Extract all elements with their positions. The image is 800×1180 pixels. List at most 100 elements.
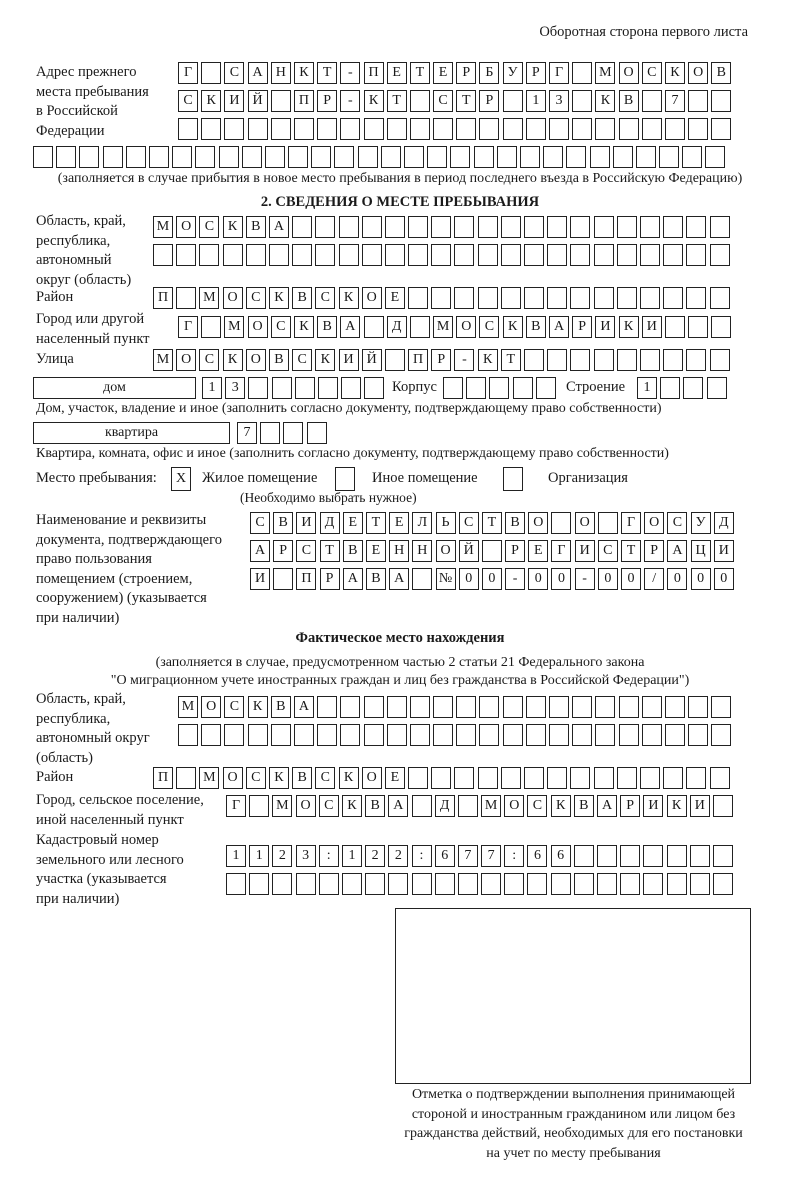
char-cell[interactable]: - xyxy=(340,90,361,112)
char-cell[interactable] xyxy=(688,90,709,112)
char-cell[interactable]: С xyxy=(433,90,454,112)
char-cell[interactable]: - xyxy=(505,568,526,590)
char-cell[interactable]: В xyxy=(317,316,338,338)
char-cell[interactable] xyxy=(315,244,336,266)
char-cell[interactable]: Е xyxy=(384,767,405,789)
char-cell[interactable]: Т xyxy=(456,90,477,112)
char-cell[interactable]: П xyxy=(153,767,173,789)
char-cell[interactable]: А xyxy=(268,216,289,238)
char-cell[interactable] xyxy=(688,724,709,746)
char-cell[interactable] xyxy=(572,118,593,140)
char-cell[interactable] xyxy=(620,845,641,867)
char-cell[interactable]: О xyxy=(435,540,456,562)
char-cell[interactable]: С xyxy=(597,540,618,562)
char-cell[interactable]: А xyxy=(667,540,688,562)
char-cell[interactable] xyxy=(612,146,633,168)
char-cell[interactable]: Е xyxy=(342,512,363,534)
char-cell[interactable] xyxy=(659,146,680,168)
char-cell[interactable] xyxy=(709,287,730,309)
char-cell[interactable] xyxy=(408,244,429,266)
char-cell[interactable] xyxy=(593,767,614,789)
char-cell[interactable]: Г xyxy=(549,62,569,84)
char-cell[interactable] xyxy=(409,696,430,718)
char-cell[interactable] xyxy=(408,216,429,238)
char-cell[interactable]: Р xyxy=(620,795,641,817)
char-cell[interactable] xyxy=(306,422,327,444)
char-cell[interactable]: Т xyxy=(500,349,521,371)
char-cell[interactable] xyxy=(148,146,169,168)
char-cell[interactable] xyxy=(570,767,591,789)
char-cell[interactable] xyxy=(663,244,684,266)
char-cell[interactable]: : xyxy=(318,845,339,867)
char-cell[interactable]: Д xyxy=(434,795,455,817)
char-cell[interactable] xyxy=(273,568,294,590)
char-cell[interactable] xyxy=(660,377,681,399)
char-cell[interactable] xyxy=(500,216,521,238)
char-cell[interactable] xyxy=(597,873,617,895)
char-cell[interactable] xyxy=(641,90,662,112)
char-cell[interactable] xyxy=(338,216,359,238)
char-cell[interactable]: Д xyxy=(713,512,734,534)
char-cell[interactable] xyxy=(595,118,616,140)
char-cell[interactable]: К xyxy=(293,62,314,84)
char-cell[interactable]: Н xyxy=(412,540,433,562)
char-cell[interactable] xyxy=(689,845,710,867)
char-cell[interactable]: А xyxy=(388,795,409,817)
char-cell[interactable]: О xyxy=(528,512,549,534)
char-cell[interactable]: 1 xyxy=(226,845,246,867)
char-cell[interactable] xyxy=(357,146,378,168)
char-cell[interactable]: И xyxy=(643,795,664,817)
char-cell[interactable]: Й xyxy=(247,90,268,112)
char-cell[interactable]: В xyxy=(711,62,732,84)
char-cell[interactable] xyxy=(639,216,660,238)
char-cell[interactable]: Н xyxy=(270,62,291,84)
char-cell[interactable] xyxy=(711,90,732,112)
char-cell[interactable] xyxy=(293,118,314,140)
char-cell[interactable] xyxy=(384,349,405,371)
char-cell[interactable] xyxy=(456,696,477,718)
char-cell[interactable]: 1 xyxy=(202,377,222,399)
char-cell[interactable]: В xyxy=(245,216,266,238)
char-cell[interactable]: А xyxy=(340,316,361,338)
char-cell[interactable] xyxy=(570,216,591,238)
char-cell[interactable]: О xyxy=(176,349,197,371)
char-cell[interactable]: В xyxy=(292,287,313,309)
char-cell[interactable]: Р xyxy=(479,90,500,112)
char-cell[interactable]: О xyxy=(688,62,709,84)
char-cell[interactable]: - xyxy=(574,568,595,590)
char-cell[interactable] xyxy=(593,287,614,309)
char-cell[interactable]: С xyxy=(458,512,479,534)
char-cell[interactable]: О xyxy=(504,795,525,817)
char-cell[interactable] xyxy=(384,244,405,266)
char-cell[interactable]: Е xyxy=(365,540,386,562)
char-cell[interactable] xyxy=(551,512,572,534)
char-cell[interactable] xyxy=(431,244,452,266)
char-cell[interactable]: И xyxy=(338,349,359,371)
char-cell[interactable]: С xyxy=(199,216,220,238)
char-cell[interactable] xyxy=(663,216,684,238)
char-cell[interactable] xyxy=(56,146,77,168)
char-cell[interactable]: Г xyxy=(551,540,572,562)
char-cell[interactable] xyxy=(454,287,475,309)
char-cell[interactable] xyxy=(433,696,454,718)
char-cell[interactable] xyxy=(363,316,384,338)
char-cell[interactable]: - xyxy=(454,349,475,371)
char-cell[interactable] xyxy=(271,377,292,399)
char-cell[interactable] xyxy=(292,216,313,238)
char-cell[interactable] xyxy=(547,287,568,309)
char-cell[interactable]: 6 xyxy=(550,845,571,867)
char-cell[interactable]: П xyxy=(296,568,317,590)
char-cell[interactable]: Р xyxy=(319,568,340,590)
char-cell[interactable]: И xyxy=(641,316,662,338)
char-cell[interactable]: В xyxy=(505,512,526,534)
char-cell[interactable]: К xyxy=(664,62,685,84)
char-cell[interactable]: Т xyxy=(481,512,502,534)
char-cell[interactable] xyxy=(479,696,500,718)
char-cell[interactable] xyxy=(524,767,544,789)
char-cell[interactable] xyxy=(502,90,523,112)
char-cell[interactable]: 3 xyxy=(549,90,569,112)
char-cell[interactable] xyxy=(616,216,637,238)
